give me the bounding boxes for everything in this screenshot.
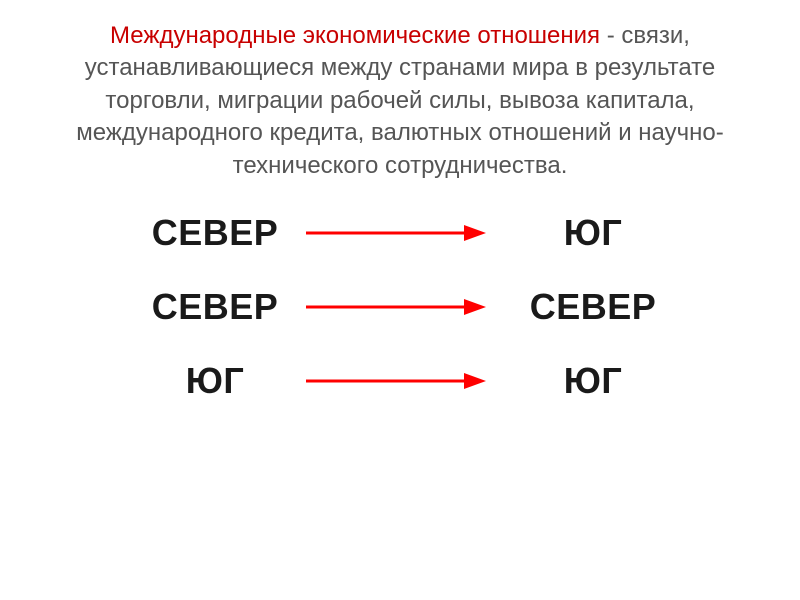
relation-right-label: СЕВЕР — [508, 286, 678, 328]
arrow-icon — [300, 293, 490, 321]
relations-diagram: СЕВЕР ЮГ СЕВЕР СЕВЕР ЮГ ЮГ — [30, 212, 770, 402]
arrow-icon — [300, 367, 490, 395]
relation-right-label: ЮГ — [508, 360, 678, 402]
relation-row: СЕВЕР СЕВЕР — [130, 286, 770, 328]
relation-left-label: СЕВЕР — [130, 212, 300, 254]
arrow-icon — [300, 219, 490, 247]
relation-left-label: СЕВЕР — [130, 286, 300, 328]
relation-left-label: ЮГ — [130, 360, 300, 402]
definition-paragraph: Международные экономические отношения - … — [30, 20, 770, 182]
definition-term: Международные экономические отношения — [110, 22, 600, 49]
relation-row: ЮГ ЮГ — [130, 360, 770, 402]
relation-right-label: ЮГ — [508, 212, 678, 254]
relation-row: СЕВЕР ЮГ — [130, 212, 770, 254]
